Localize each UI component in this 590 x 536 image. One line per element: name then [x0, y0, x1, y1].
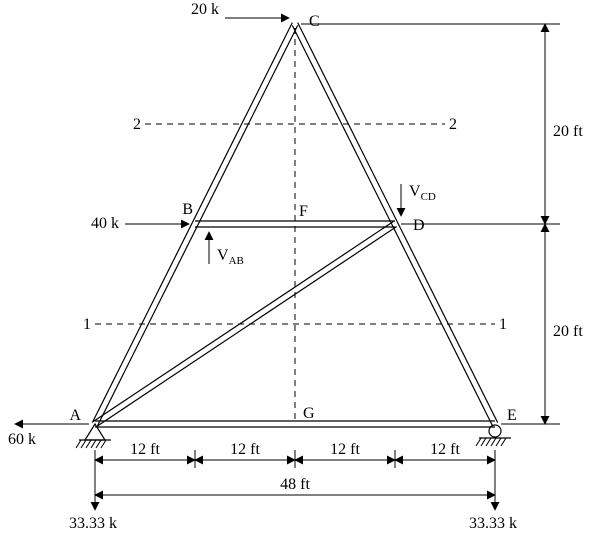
dim-h-bot: 20 ft	[553, 323, 583, 340]
sec2-left: 2	[133, 116, 141, 133]
dim-b4: 12 ft	[430, 441, 460, 458]
force-20k: 20 k	[191, 1, 219, 18]
reaction-A: 33.33 k	[69, 515, 117, 532]
force-vcd: VCD	[409, 183, 436, 203]
dim-b1: 12 ft	[130, 441, 160, 458]
sec1-left: 1	[83, 316, 91, 333]
dim-total: 48 ft	[280, 476, 310, 493]
node-G: G	[303, 405, 315, 422]
node-F: F	[299, 203, 308, 220]
force-60k: 60 k	[8, 431, 36, 448]
sec2-right: 2	[449, 116, 457, 133]
reaction-E: 33.33 k	[469, 515, 517, 532]
force-40k: 40 k	[91, 215, 119, 232]
sec1-right: 1	[499, 316, 507, 333]
node-C: C	[309, 13, 320, 30]
node-D: D	[413, 217, 425, 234]
dim-b2: 12 ft	[230, 441, 260, 458]
node-A: A	[69, 407, 81, 424]
dim-h-top: 20 ft	[553, 123, 583, 140]
dim-b3: 12 ft	[330, 441, 360, 458]
force-vab: VAB	[217, 247, 244, 267]
node-B: B	[182, 201, 193, 218]
node-E: E	[507, 407, 517, 424]
